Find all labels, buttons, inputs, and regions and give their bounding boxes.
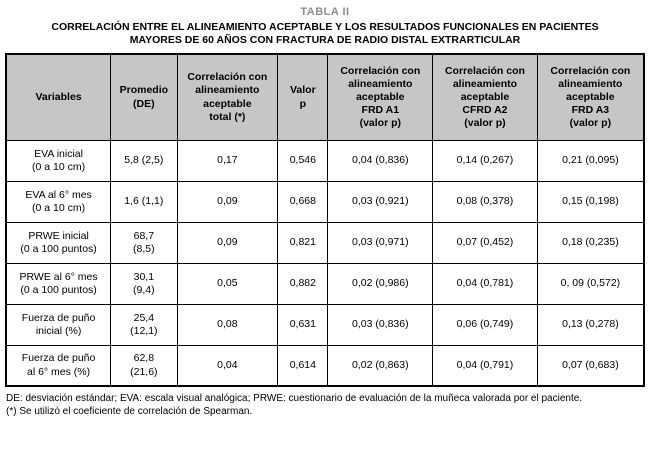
header-row: Variables Promedio (DE) Correlación con … — [5, 53, 645, 141]
table-cell: 0,614 — [277, 344, 329, 387]
column-header-variables: Variables — [5, 53, 112, 141]
table-cell: 0,05 — [176, 262, 279, 305]
table-cell: 0,821 — [277, 221, 329, 264]
row-label: Fuerza de puño al 6° mes (%) — [5, 344, 112, 387]
table-number-label: TABLA II — [300, 6, 350, 18]
row-label: EVA al 6° mes (0 a 10 cm) — [5, 180, 112, 223]
column-header-valor-p: Valor p — [277, 53, 329, 141]
table-row-prwe-6mes: PRWE al 6° mes (0 a 100 puntos) 30,1 (9,… — [5, 262, 645, 305]
column-header-cfrd-a2: Correlación con alineamiento aceptable C… — [432, 53, 538, 141]
table-cell: 68,7 (8,5) — [110, 221, 178, 264]
table-cell: 0,09 — [176, 221, 279, 264]
row-label: PRWE al 6° mes (0 a 100 puntos) — [5, 262, 112, 305]
table-row-fuerza-6mes: Fuerza de puño al 6° mes (%) 62,8 (21,6)… — [5, 344, 645, 387]
row-label: EVA inicial (0 a 10 cm) — [5, 139, 112, 182]
table-cell: 25,4 (12,1) — [110, 303, 178, 346]
table-cell: 1,6 (1,1) — [110, 180, 178, 223]
table-cell: 0,08 (0,378) — [432, 180, 538, 223]
table-cell: 0,03 (0,971) — [327, 221, 434, 264]
footnote-spearman: (*) Se utilizó el coeficiente de correla… — [6, 406, 253, 418]
table-cell: 0,03 (0,836) — [327, 303, 434, 346]
table-cell: 0,06 (0,749) — [432, 303, 538, 346]
table-cell: 0,09 — [176, 180, 279, 223]
table-row-eva-inicial: EVA inicial (0 a 10 cm) 5,8 (2,5) 0,17 0… — [5, 139, 645, 182]
column-header-frd-a3: Correlación con alineamiento aceptable F… — [536, 53, 645, 141]
table-cell: 0,03 (0,921) — [327, 180, 434, 223]
table-cell: 0,546 — [277, 139, 329, 182]
row-label: PRWE inicial (0 a 100 puntos) — [5, 221, 112, 264]
table-cell: 0,18 (0,235) — [536, 221, 645, 264]
table-cell: 0,668 — [277, 180, 329, 223]
table-cell: 0, 09 (0,572) — [536, 262, 645, 305]
column-header-promedio: Promedio (DE) — [110, 53, 178, 141]
table-cell: 0,21 (0,095) — [536, 139, 645, 182]
table-body: EVA inicial (0 a 10 cm) 5,8 (2,5) 0,17 0… — [5, 139, 645, 387]
table-cell: 0,07 (0,683) — [536, 344, 645, 387]
table-cell: 0,04 (0,836) — [327, 139, 434, 182]
correlation-table: Variables Promedio (DE) Correlación con … — [5, 53, 645, 388]
table-cell: 0,04 (0,791) — [432, 344, 538, 387]
footnote-abbreviations: DE: desviación estándar; EVA: escala vis… — [6, 393, 583, 405]
table-cell: 0,882 — [277, 262, 329, 305]
table-cell: 0,631 — [277, 303, 329, 346]
column-header-correlacion-total: Correlación con alineamiento aceptable t… — [176, 53, 279, 141]
table-cell: 62,8 (21,6) — [110, 344, 178, 387]
table-cell: 0,07 (0,452) — [432, 221, 538, 264]
footnotes: DE: desviación estándar; EVA: escala vis… — [5, 392, 645, 418]
table-cell: 0,02 (0,863) — [327, 344, 434, 387]
table-cell: 5,8 (2,5) — [110, 139, 178, 182]
table-cell: 0,13 (0,278) — [536, 303, 645, 346]
table-head: Variables Promedio (DE) Correlación con … — [5, 53, 645, 141]
table-cell: 30,1 (9,4) — [110, 262, 178, 305]
column-header-frd-a1: Correlación con alineamiento aceptable F… — [327, 53, 434, 141]
row-label: Fuerza de puño inicial (%) — [5, 303, 112, 346]
table-title: CORRELACIÓN ENTRE EL ALINEAMIENTO ACEPTA… — [51, 21, 599, 47]
table-cell: 0,17 — [176, 139, 279, 182]
table-cell: 0,02 (0,986) — [327, 262, 434, 305]
table-cell: 0,14 (0,267) — [432, 139, 538, 182]
table-row-prwe-inicial: PRWE inicial (0 a 100 puntos) 68,7 (8,5)… — [5, 221, 645, 264]
table-cell: 0,04 (0,781) — [432, 262, 538, 305]
table-row-eva-6mes: EVA al 6° mes (0 a 10 cm) 1,6 (1,1) 0,09… — [5, 180, 645, 223]
table-cell: 0,04 — [176, 344, 279, 387]
table-cell: 0,15 (0,198) — [536, 180, 645, 223]
table-cell: 0,08 — [176, 303, 279, 346]
table-row-fuerza-inicial: Fuerza de puño inicial (%) 25,4 (12,1) 0… — [5, 303, 645, 346]
